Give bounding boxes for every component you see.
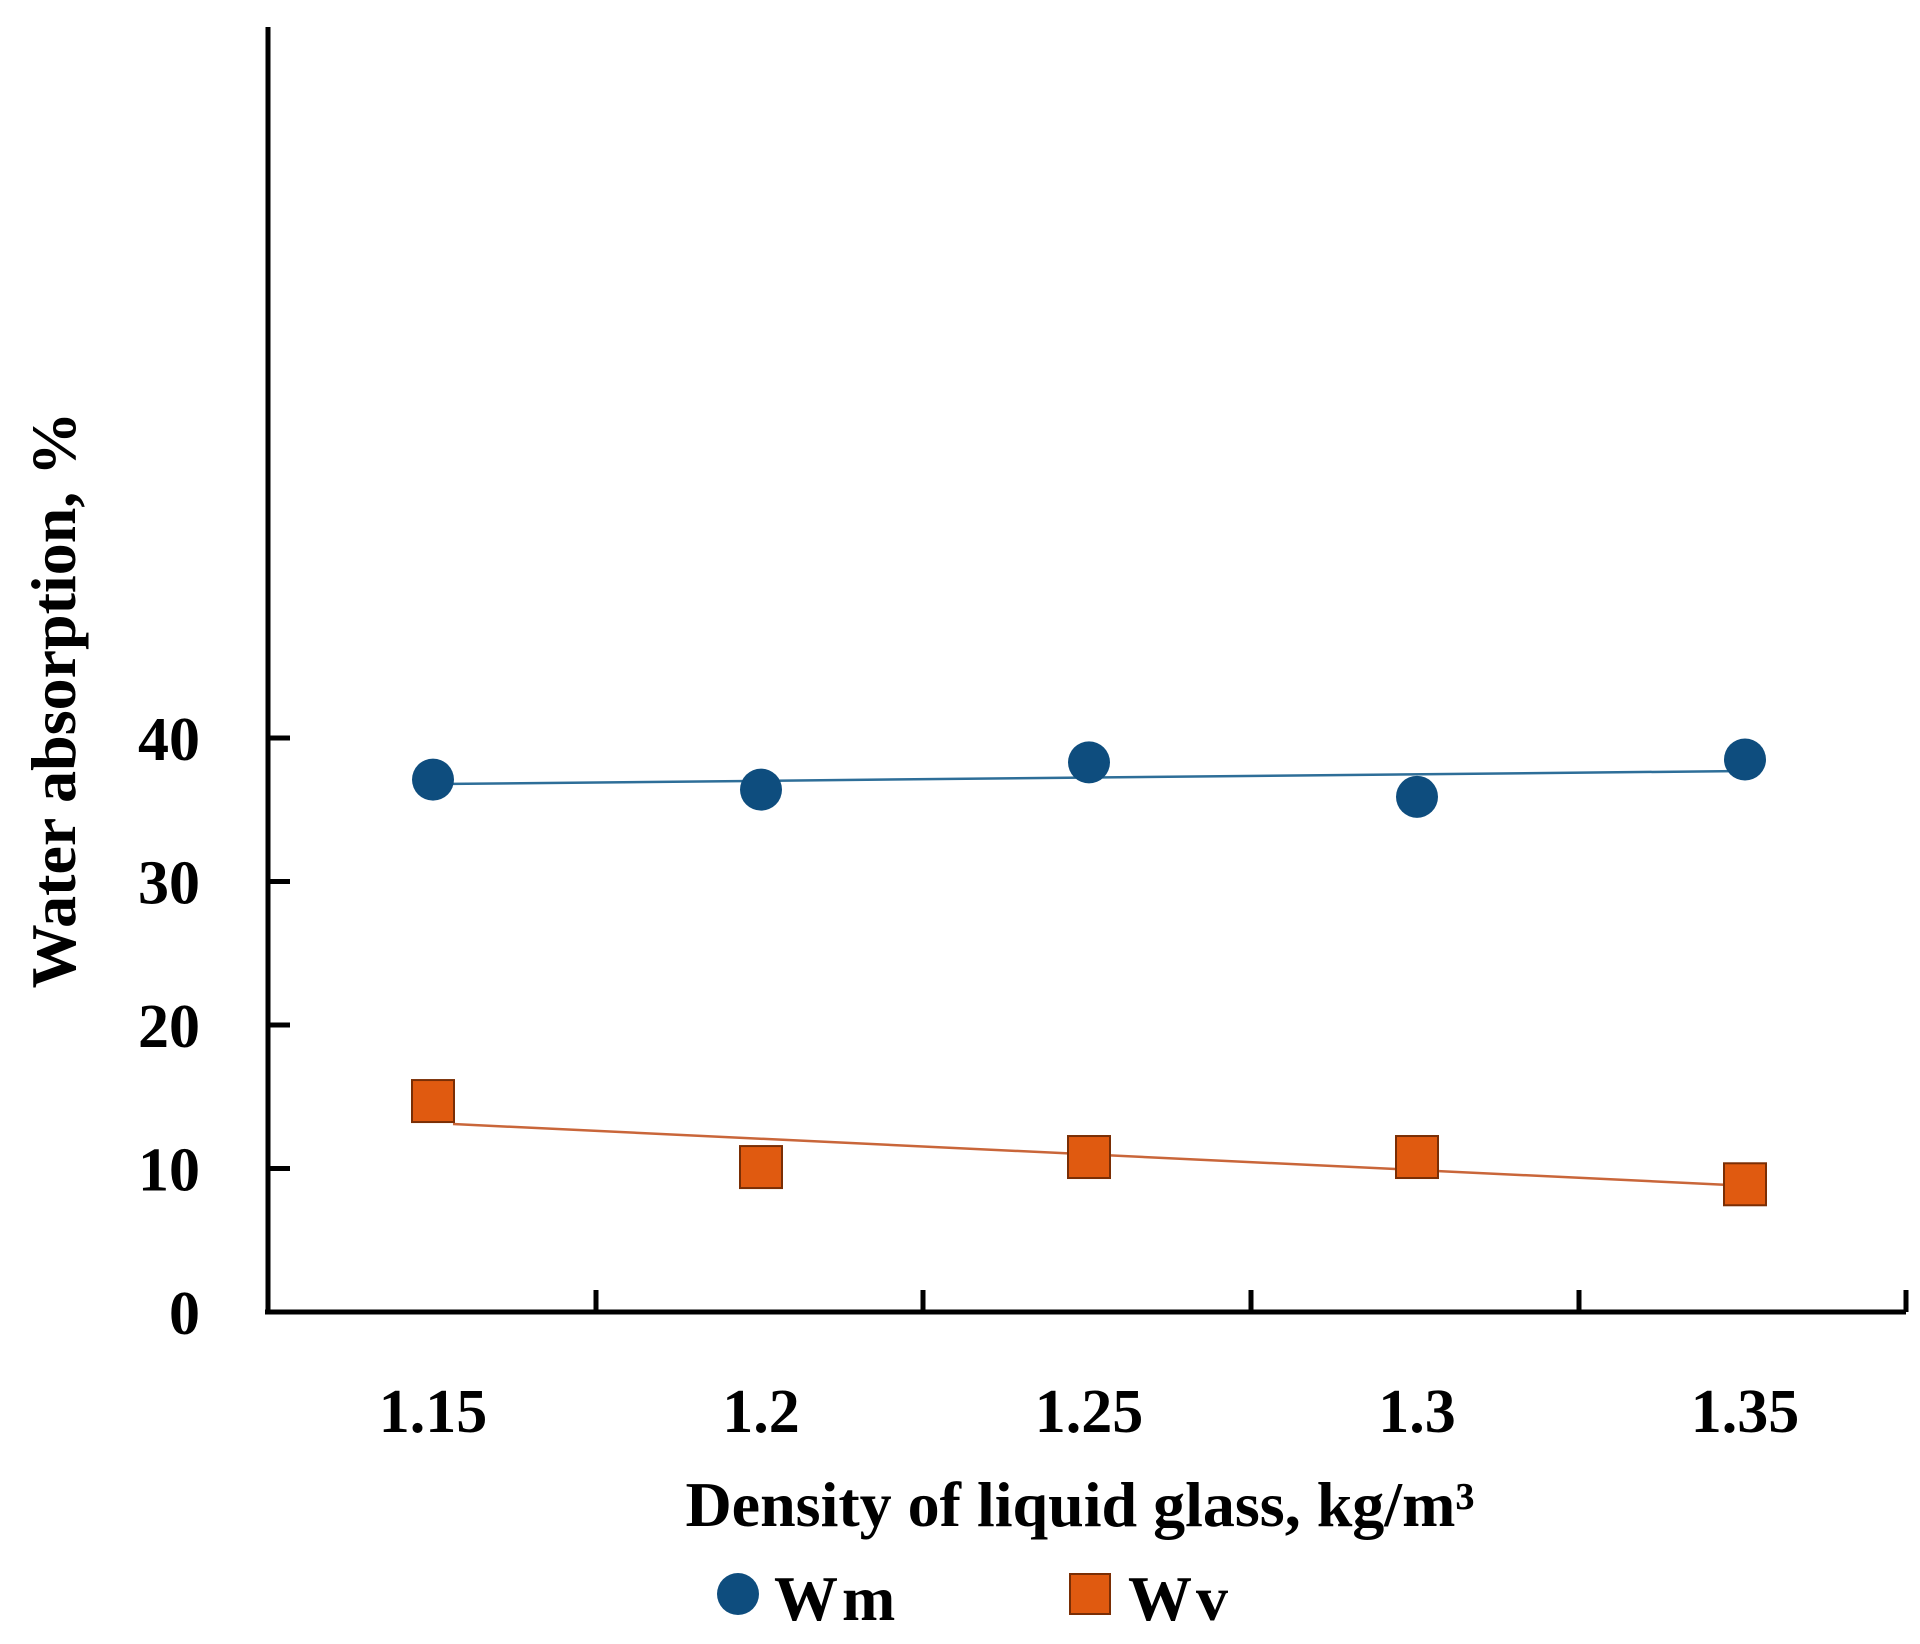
- point-wv: [739, 1145, 783, 1190]
- point-wm: [1068, 741, 1110, 784]
- point-wv: [1395, 1135, 1439, 1180]
- legend-label-wm: Wm: [774, 1563, 899, 1634]
- point-wv: [411, 1079, 455, 1124]
- x-tick-label: 1.15: [379, 1378, 488, 1446]
- legend-marker-wv: [1069, 1573, 1111, 1615]
- x-tick-label: 1.2: [722, 1378, 800, 1446]
- point-wv: [1067, 1135, 1111, 1180]
- x-tick-label: 1.35: [1691, 1378, 1800, 1446]
- point-wm: [1396, 775, 1438, 818]
- y-tick-label: 40: [138, 706, 200, 774]
- y-axis-title: Water absorption, %: [18, 412, 89, 989]
- point-wm: [412, 758, 454, 801]
- y-tick-label: 0: [169, 1280, 200, 1348]
- x-ticks: 1.15 1.2 1.25 1.3 1.35: [379, 1290, 1909, 1446]
- point-wm: [1724, 738, 1766, 781]
- axes: [265, 27, 1906, 1315]
- legend-marker-wm: [717, 1573, 759, 1615]
- x-tick-label: 1.25: [1035, 1378, 1144, 1446]
- y-tick-label: 30: [138, 850, 200, 918]
- y-tick-label: 20: [138, 993, 200, 1061]
- trendlines: [452, 769, 1746, 1187]
- legend-label-wv: Wv: [1128, 1563, 1232, 1634]
- x-axis-title: Density of liquid glass, kg/m³: [685, 1469, 1474, 1540]
- point-wm: [740, 768, 782, 811]
- data-points: [411, 738, 1767, 1207]
- legend: Wm Wv: [717, 1563, 1232, 1634]
- y-ticks: 0 10 20 30 40: [138, 706, 290, 1348]
- y-tick-label: 10: [138, 1137, 200, 1205]
- point-wv: [1723, 1162, 1767, 1207]
- x-tick-label: 1.3: [1378, 1378, 1456, 1446]
